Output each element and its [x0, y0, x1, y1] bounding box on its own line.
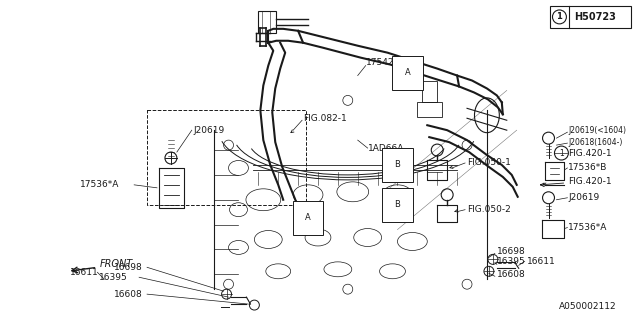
Text: 16395: 16395	[99, 273, 128, 282]
Text: FIG.082-1: FIG.082-1	[303, 114, 347, 123]
Text: FIG.050-2: FIG.050-2	[467, 205, 511, 214]
Text: H50723: H50723	[574, 12, 616, 22]
Text: J20619: J20619	[194, 126, 225, 135]
Text: J20619: J20619	[568, 193, 600, 202]
Text: A: A	[404, 68, 410, 77]
Text: FIG.420-1: FIG.420-1	[568, 148, 612, 157]
Text: 1: 1	[559, 148, 564, 157]
Text: 17542: 17542	[365, 58, 394, 67]
Text: 16611: 16611	[527, 257, 556, 266]
Text: FIG.050-1: FIG.050-1	[467, 158, 511, 167]
Text: 16608: 16608	[497, 270, 525, 279]
Bar	[147, 110, 306, 205]
Text: 16698: 16698	[115, 263, 143, 272]
Text: FRONT: FRONT	[99, 259, 132, 269]
Text: FIG.420-1: FIG.420-1	[568, 177, 612, 186]
Text: J20619(<1604): J20619(<1604)	[568, 126, 627, 135]
Bar	[259, 11, 276, 33]
Text: B: B	[394, 160, 401, 170]
Text: 17536*A: 17536*A	[568, 223, 608, 232]
Text: 17536*A: 17536*A	[79, 180, 119, 189]
Text: 1: 1	[557, 12, 563, 21]
Text: 17536*B: 17536*B	[568, 164, 608, 172]
Bar	[550, 6, 631, 28]
Text: 16395: 16395	[497, 257, 525, 266]
Text: A: A	[305, 213, 311, 222]
Text: 16611: 16611	[70, 268, 99, 277]
Text: A050002112: A050002112	[559, 302, 616, 311]
Text: J20618(1604-): J20618(1604-)	[568, 138, 623, 147]
Text: 16698: 16698	[497, 247, 525, 256]
Bar	[417, 102, 442, 117]
Text: 1AD66A: 1AD66A	[367, 144, 404, 153]
Bar	[422, 81, 437, 102]
Text: 16608: 16608	[115, 290, 143, 299]
Text: B: B	[394, 200, 401, 209]
